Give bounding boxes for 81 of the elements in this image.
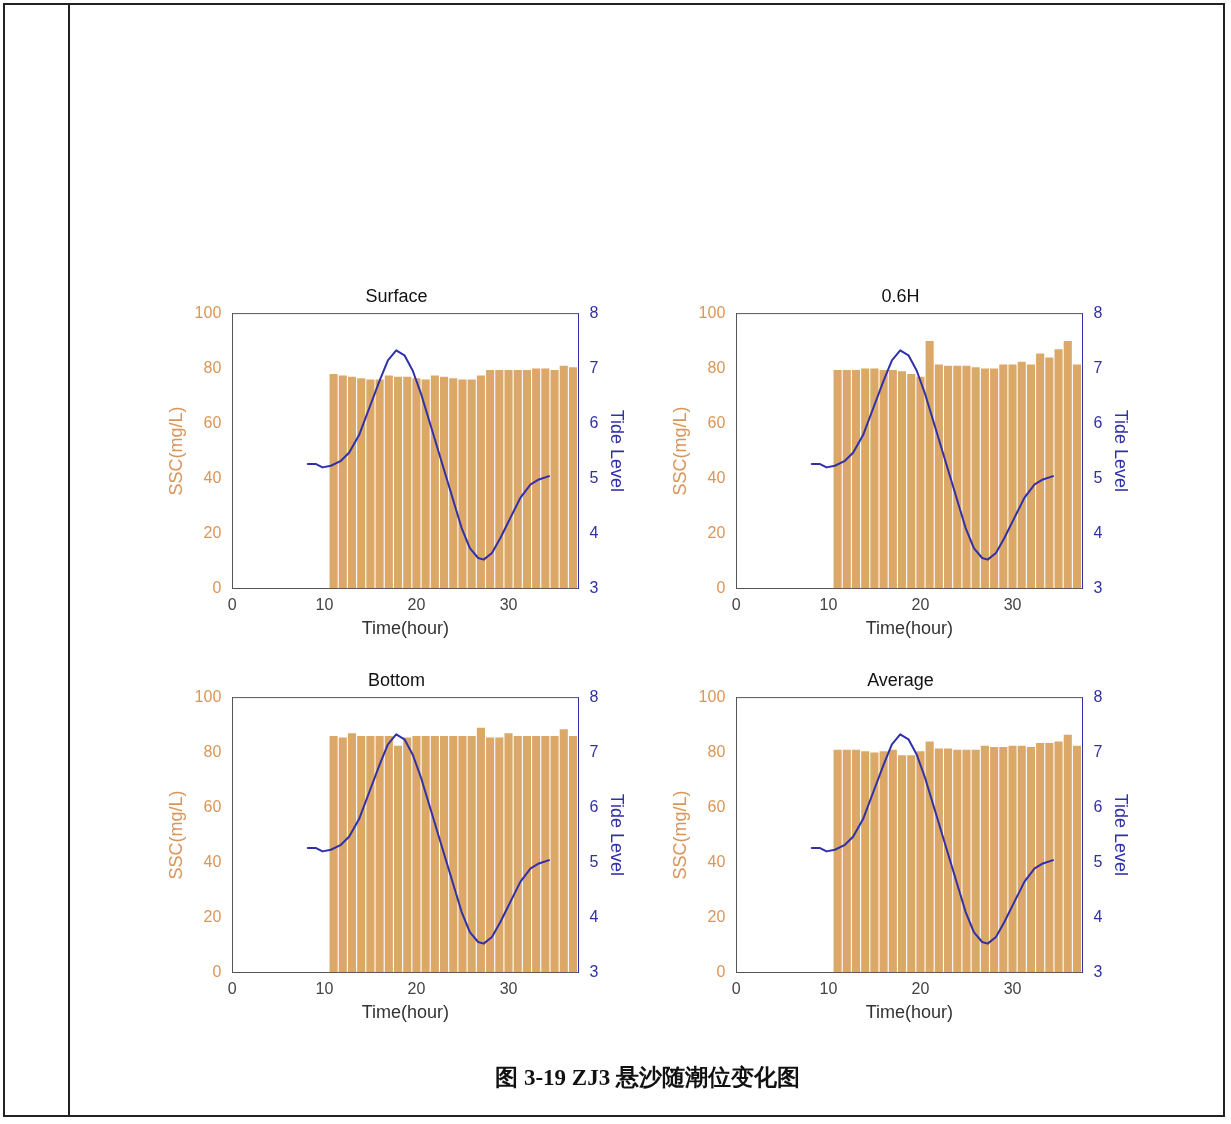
chart-title: Bottom [367,669,426,690]
x-axis-title: Time(hour) [865,618,954,639]
y-tick-label: 100 [194,688,222,706]
x-tick-label: 30 [1003,980,1022,998]
y2-tick-label: 3 [589,578,599,596]
y-tick-label: 0 [716,962,726,980]
x-axis-title: Time(hour) [361,1002,450,1023]
y2-tick-label: 7 [589,742,599,760]
y2-tick-label: 8 [1093,688,1103,706]
y2-tick-label: 7 [589,358,599,376]
y-tick-label: 60 [707,797,726,815]
y-tick-label: 100 [698,304,726,322]
y2-tick-label: 3 [1093,962,1103,980]
y-axis-title: SSC(mg/L) [669,790,690,880]
y-tick-label: 40 [707,468,726,486]
y2-tick-label: 5 [1093,468,1103,486]
x-tick-label: 10 [819,596,838,614]
y2-axis-title: Tide Level [607,409,628,493]
y-tick-label: 40 [203,468,222,486]
y2-tick-label: 7 [1093,358,1103,376]
x-tick-label: 20 [407,980,426,998]
y2-tick-label: 8 [589,304,599,322]
y-tick-label: 40 [707,852,726,870]
y-tick-label: 100 [194,304,222,322]
y2-tick-label: 4 [1093,523,1103,541]
y-tick-label: 80 [203,358,222,376]
x-tick-label: 20 [911,596,930,614]
y2-tick-label: 3 [1093,578,1103,596]
y-tick-label: 80 [707,742,726,760]
y2-tick-label: 8 [1093,304,1103,322]
x-tick-label: 0 [227,596,237,614]
x-tick-label: 30 [1003,596,1022,614]
y-tick-label: 60 [707,413,726,431]
y-tick-label: 0 [716,578,726,596]
x-tick-label: 30 [499,980,518,998]
y2-tick-label: 5 [1093,852,1103,870]
y2-tick-label: 8 [589,688,599,706]
x-tick-label: 10 [315,980,334,998]
y2-axis-title: Tide Level [1111,409,1132,493]
y2-tick-label: 5 [589,468,599,486]
x-tick-label: 0 [731,980,741,998]
y-tick-label: 20 [707,523,726,541]
y-tick-label: 60 [203,797,222,815]
y2-axis-title: Tide Level [607,793,628,877]
y2-tick-label: 7 [1093,742,1103,760]
x-tick-label: 0 [227,980,237,998]
y2-tick-label: 5 [589,852,599,870]
y-axis-title: SSC(mg/L) [669,406,690,496]
y-axis-title: SSC(mg/L) [165,406,186,496]
y2-tick-label: 6 [589,413,599,431]
y-tick-label: 100 [698,688,726,706]
chart-title: Surface [365,285,428,306]
y-tick-label: 60 [203,413,222,431]
x-tick-label: 10 [315,596,334,614]
y2-tick-label: 3 [589,962,599,980]
y2-tick-label: 6 [589,797,599,815]
y-tick-label: 20 [707,907,726,925]
x-tick-label: 10 [819,980,838,998]
y2-tick-label: 6 [1093,797,1103,815]
x-tick-label: 20 [407,596,426,614]
y2-axis-title: Tide Level [1111,793,1132,877]
chart-title: Average [867,669,934,690]
y-tick-label: 0 [212,962,222,980]
chart-title: 0.6H [881,285,920,306]
y-axis-title: SSC(mg/L) [165,790,186,880]
x-tick-label: 30 [499,596,518,614]
x-axis-title: Time(hour) [865,1002,954,1023]
y2-tick-label: 4 [589,907,599,925]
x-tick-label: 0 [731,596,741,614]
y-tick-label: 80 [707,358,726,376]
x-tick-label: 20 [911,980,930,998]
y2-tick-label: 4 [1093,907,1103,925]
y2-tick-label: 4 [589,523,599,541]
y-tick-label: 20 [203,907,222,925]
y2-tick-label: 6 [1093,413,1103,431]
y-tick-label: 40 [203,852,222,870]
y-tick-label: 0 [212,578,222,596]
caption: 图 3-19 ZJ3 悬沙随潮位变化图 [494,1064,801,1092]
y-tick-label: 20 [203,523,222,541]
y-tick-label: 80 [203,742,222,760]
x-axis-title: Time(hour) [361,618,450,639]
